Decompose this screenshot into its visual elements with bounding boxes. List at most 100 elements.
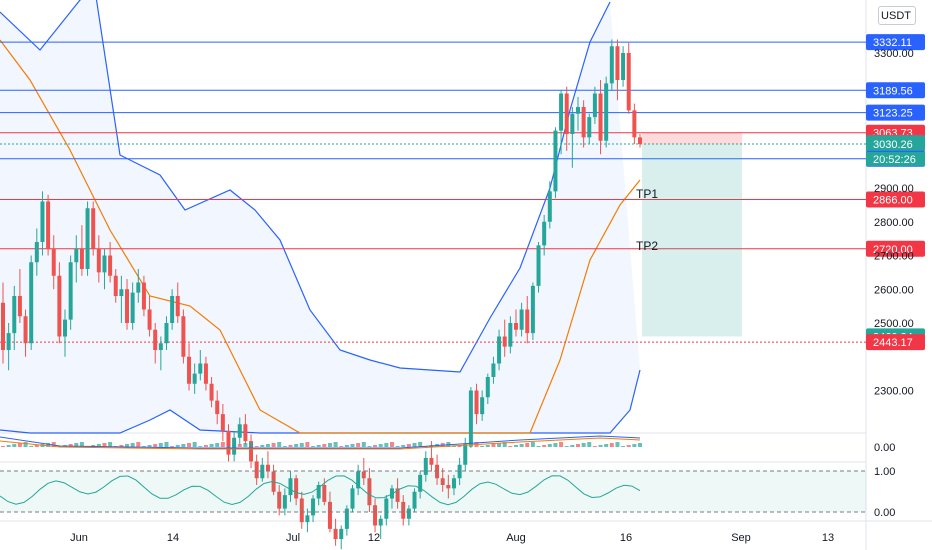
candle-body [158, 343, 163, 350]
volume-bar [17, 443, 22, 447]
price-level-badge [866, 191, 925, 208]
candle-body [51, 248, 56, 276]
volume-bar [491, 444, 496, 447]
volume-bar [519, 444, 524, 447]
volume-bar [96, 444, 101, 447]
volume-bar [327, 443, 332, 447]
candle-body [508, 323, 513, 347]
volume-bar [51, 442, 56, 447]
volume-bar [570, 445, 575, 447]
profit-zone [642, 144, 742, 337]
candle-body [6, 333, 11, 350]
volume-bar [536, 446, 541, 447]
volume-bar [609, 443, 614, 447]
candle-body [249, 441, 254, 462]
candle-body [502, 336, 507, 347]
oscillator-tick-label: 1.00 [874, 466, 895, 478]
candle-body [384, 498, 389, 519]
oscillator-signal-line [0, 437, 641, 450]
candle-body [615, 46, 620, 80]
candle-body [102, 255, 107, 273]
volume-bar [243, 443, 248, 447]
volume-bar [525, 443, 530, 447]
candle-body [350, 488, 355, 509]
time-tick-label: Aug [506, 532, 526, 544]
candle-body [339, 528, 344, 539]
candle-body [316, 485, 321, 499]
volume-bar [198, 446, 203, 447]
candle-body [17, 296, 22, 317]
volume-bar [395, 446, 400, 447]
candle-body [74, 248, 79, 263]
volume-bar [68, 444, 73, 447]
currency-selector[interactable]: USDT [878, 6, 916, 25]
volume-bar [592, 446, 597, 447]
volume-bar [389, 442, 394, 447]
candle-body [63, 319, 68, 337]
bollinger-basis-line [0, 39, 641, 434]
candle-body [367, 478, 372, 506]
position-zone[interactable] [642, 132, 742, 337]
candle-body [553, 130, 558, 192]
candle-body [536, 245, 541, 286]
candle-body [598, 93, 603, 141]
candle-body [198, 363, 203, 374]
price-axis[interactable]: 3332.113189.563123.253063.733034.253030.… [866, 34, 925, 519]
volume-bar [412, 443, 417, 447]
volume-bar [626, 445, 631, 447]
candle-body [378, 518, 383, 526]
price-level-badge [866, 82, 925, 99]
candle-body [170, 296, 175, 323]
volume-bar [604, 444, 609, 447]
volume-bar [108, 442, 113, 447]
volume-bar [34, 445, 39, 447]
price-tick-label: 2500.00 [874, 318, 914, 330]
volume-bar [147, 445, 152, 447]
volume-bar [299, 443, 304, 447]
oscillator-line [0, 475, 641, 506]
price-level-badge [866, 34, 925, 51]
candle-body [344, 508, 349, 529]
volume-bar [12, 444, 17, 447]
candle-body [237, 424, 242, 438]
volume-bar [333, 442, 338, 447]
candle-body [575, 107, 580, 114]
candle-body [412, 491, 417, 509]
volume-bar [130, 443, 135, 447]
candle-body [29, 262, 34, 344]
volume-bar [615, 442, 620, 447]
time-tick-label: Jul [286, 532, 300, 544]
candle-body [12, 296, 17, 334]
candle-body [282, 495, 287, 509]
candle-body [423, 458, 428, 475]
volume-bar [282, 446, 287, 447]
price-level-label: 3332.11 [873, 37, 912, 49]
candle-body [215, 400, 220, 415]
volume-bar [79, 442, 84, 447]
volume-bar [418, 442, 423, 447]
candle-body [113, 275, 118, 296]
candle-body [592, 93, 597, 118]
price-level-badge [866, 104, 925, 121]
volume-bar [277, 442, 282, 447]
candle-body [164, 323, 169, 344]
volume-bar [530, 442, 535, 447]
price-tick-label: 2800.00 [874, 217, 914, 229]
volume-bar [215, 443, 220, 447]
volume-bar [587, 442, 592, 447]
candle-body [632, 110, 637, 138]
volume-bar [598, 445, 603, 447]
candle-body [141, 282, 146, 310]
volume-bar [254, 446, 259, 447]
candle-body [46, 201, 51, 249]
volume-bar [373, 445, 378, 447]
volume-bar [508, 446, 513, 447]
time-axis[interactable]: Jun 14 Jul 12 Aug 16 Sep 13 [70, 532, 834, 544]
volume-bar [339, 446, 344, 447]
volume-bar [203, 445, 208, 447]
price-tick-label: 2300.00 [874, 386, 914, 398]
candle-body [361, 471, 366, 479]
tp2-label: TP2 [636, 239, 658, 253]
volume-bar [575, 444, 580, 447]
